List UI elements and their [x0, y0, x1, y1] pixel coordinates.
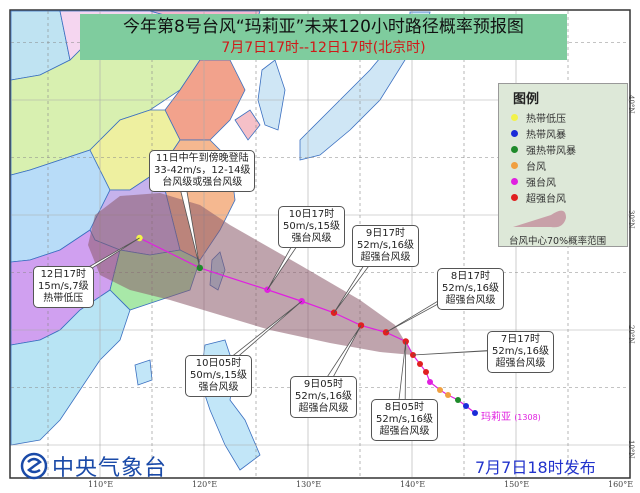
- observed-position-marker: [463, 403, 469, 409]
- legend-item: 超强台风: [499, 189, 627, 205]
- observed-position-marker: [423, 369, 429, 375]
- callout-line: 超强台风级: [379, 426, 430, 437]
- lat-tick-label: 30°N: [627, 210, 635, 229]
- callout-line: 超强台风级: [445, 295, 496, 306]
- agency-name: 中央气象台: [52, 456, 168, 481]
- cone-swatch-icon: [513, 210, 566, 228]
- forecast-callout-11-landfall: 11日中午到傍晚登陆 33-42m/s，12-14级 台风级或强台风级: [149, 150, 256, 192]
- callout-line: 10日05时: [195, 358, 242, 369]
- legend-item-label: 强热带风暴: [526, 145, 576, 157]
- lon-tick-label: 150°E: [504, 480, 530, 489]
- forecast-callout-10-05: 10日05时 50m/s,15级 强台风级: [185, 355, 252, 397]
- callout-line: 52m/s,16级: [376, 414, 433, 425]
- lon-tick-label: 120°E: [192, 480, 218, 489]
- callout-line: 台风级或强台风级: [162, 177, 243, 188]
- typhoon-symbol-icon: [511, 193, 518, 201]
- legend-cone: [499, 205, 627, 233]
- lon-tick-label: 130°E: [296, 480, 322, 489]
- lat-tick-label: 20°N: [627, 325, 635, 344]
- legend-item: 热带风暴: [499, 125, 627, 141]
- callout-line: 52m/s,16级: [357, 240, 414, 251]
- legend-title: 图例: [513, 92, 540, 107]
- cma-emblem-icon: [20, 452, 48, 480]
- lon-tick-label: 110°E: [88, 480, 114, 489]
- callout-line: 12日17时: [40, 269, 87, 280]
- legend-item: 强台风: [499, 173, 627, 189]
- observed-position-marker: [437, 387, 443, 393]
- observed-position-marker: [445, 392, 451, 398]
- callout-line: 15m/s,7级: [38, 281, 89, 292]
- legend-item: 强热带风暴: [499, 141, 627, 157]
- lon-tick-label: 140°E: [400, 480, 426, 489]
- legend-item-label: 热带风暴: [526, 129, 566, 141]
- callout-line: 52m/s,16级: [295, 391, 352, 402]
- forecast-callout-12-17: 12日17时 15m/s,7级 热带低压: [33, 266, 94, 308]
- forecast-callout-8-17: 8日17时 52m/s,16级 超强台风级: [437, 268, 504, 310]
- typhoon-symbol-icon: [511, 145, 518, 153]
- callout-line: 超强台风级: [360, 252, 411, 263]
- callout-line: 超强台风级: [298, 403, 349, 414]
- callout-line: 强台风级: [198, 382, 239, 393]
- map-title: 今年第8号台风“玛莉亚”未来120小时路径概率预报图 7月7日17时--12日1…: [80, 14, 567, 60]
- callout-line: 50m/s,15级: [190, 370, 247, 381]
- typhoon-symbol-icon: [511, 129, 518, 137]
- typhoon-symbol-icon: [511, 113, 518, 121]
- callout-line: 9日05时: [303, 379, 344, 390]
- observed-position-marker: [417, 361, 423, 367]
- storm-number: (1308): [514, 413, 541, 422]
- forecast-callout-7-17: 7日17时 52m/s,16级 超强台风级: [487, 331, 554, 373]
- issue-time: 7月7日18时发布: [475, 458, 596, 477]
- callout-line: 超强台风级: [495, 358, 546, 369]
- callout-line: 8日17时: [450, 271, 491, 282]
- title-subtitle: 7月7日17时--12日17时(北京时): [221, 40, 426, 56]
- legend-item: 台风: [499, 157, 627, 173]
- callout-line: 7日17时: [500, 334, 541, 345]
- callout-line: 8日05时: [384, 402, 425, 413]
- legend-item: 热带低压: [499, 109, 627, 125]
- callout-line: 52m/s,16级: [492, 346, 549, 357]
- title-main: 今年第8号台风“玛莉亚”未来120小时路径概率预报图: [123, 17, 524, 37]
- lat-tick-label: 40°N: [627, 95, 635, 114]
- lat-tick-label: 10°N: [627, 440, 635, 459]
- forecast-callout-9-17: 9日17时 52m/s,16级 超强台风级: [352, 225, 419, 267]
- observed-position-marker: [427, 379, 433, 385]
- forecast-callout-8-05: 8日05时 52m/s,16级 超强台风级: [371, 399, 438, 441]
- legend-item-label: 台风: [526, 161, 546, 173]
- legend-cone-label: 台风中心70%概率范围: [509, 236, 607, 247]
- callout-line: 10日17时: [288, 209, 335, 220]
- observed-position-marker: [455, 397, 461, 403]
- callout-line: 52m/s,16级: [442, 283, 499, 294]
- legend-item-label: 强台风: [526, 177, 556, 189]
- legend: 图例 热带低压热带风暴强热带风暴台风强台风超强台风 台风中心70%概率范围: [498, 83, 628, 247]
- cma-logo: 中央气象台: [20, 450, 167, 482]
- callout-line: 50m/s,15级: [283, 221, 340, 232]
- forecast-callout-9-05: 9日05时 52m/s,16级 超强台风级: [290, 376, 357, 418]
- callout-line: 热带低压: [43, 293, 84, 304]
- callout-line: 11日中午到傍晚登陆: [155, 153, 249, 164]
- storm-name-label: 玛莉亚 (1308): [481, 408, 541, 423]
- callout-line: 强台风级: [291, 233, 332, 244]
- storm-name: 玛莉亚: [481, 412, 511, 423]
- legend-item-label: 超强台风: [526, 193, 566, 205]
- callout-line: 33-42m/s，12-14级: [154, 165, 251, 176]
- lon-tick-label: 160°E: [608, 480, 634, 489]
- observed-position-marker: [472, 410, 478, 416]
- typhoon-symbol-icon: [511, 161, 518, 169]
- legend-item-label: 热带低压: [526, 113, 566, 125]
- callout-line: 9日17时: [365, 228, 406, 239]
- forecast-callout-10-17: 10日17时 50m/s,15级 强台风级: [278, 206, 345, 248]
- typhoon-symbol-icon: [511, 177, 518, 185]
